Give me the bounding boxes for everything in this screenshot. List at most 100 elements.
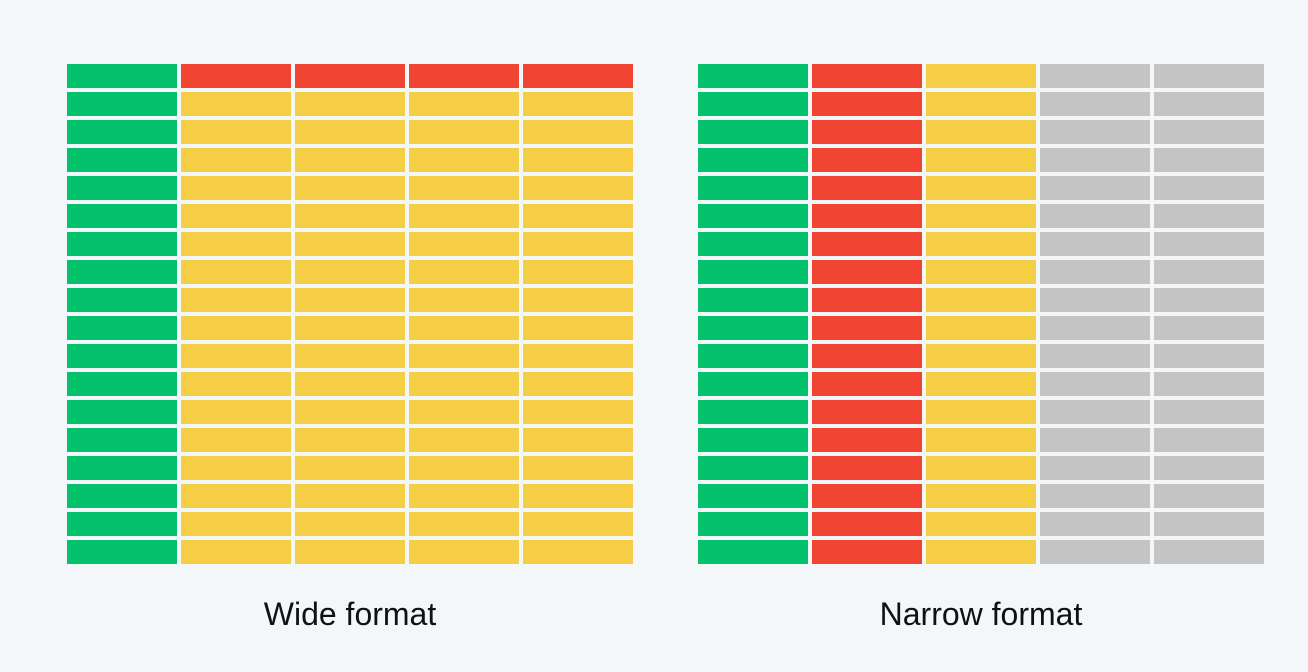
wide-cell-yellow — [523, 484, 633, 508]
narrow-cell-red — [812, 148, 922, 172]
narrow-cell-green — [698, 344, 808, 368]
wide-cell-yellow — [181, 372, 291, 396]
wide-cell-yellow — [295, 484, 405, 508]
wide-cell-green — [67, 540, 177, 564]
narrow-cell-green — [698, 512, 808, 536]
narrow-cell-yellow — [926, 512, 1036, 536]
wide-cell-yellow — [295, 540, 405, 564]
narrow-cell-green — [698, 232, 808, 256]
wide-cell-yellow — [409, 120, 519, 144]
narrow-cell-red — [812, 540, 922, 564]
narrow-cell-gray — [1154, 92, 1264, 116]
narrow-cell-yellow — [926, 148, 1036, 172]
wide-cell-yellow — [523, 232, 633, 256]
narrow-cell-gray — [1154, 64, 1264, 88]
wide-cell-yellow — [409, 428, 519, 452]
wide-cell-yellow — [181, 232, 291, 256]
wide-cell-yellow — [523, 120, 633, 144]
wide-cell-yellow — [409, 316, 519, 340]
narrow-cell-green — [698, 484, 808, 508]
wide-cell-yellow — [181, 344, 291, 368]
narrow-cell-green — [698, 400, 808, 424]
wide-cell-yellow — [181, 484, 291, 508]
wide-cell-yellow — [409, 232, 519, 256]
wide-cell-yellow — [523, 260, 633, 284]
narrow-cell-gray — [1040, 344, 1150, 368]
wide-cell-green — [67, 92, 177, 116]
narrow-cell-gray — [1154, 260, 1264, 284]
wide-format-caption: Wide format — [263, 596, 437, 632]
wide-cell-yellow — [295, 232, 405, 256]
wide-cell-yellow — [409, 512, 519, 536]
narrow-cell-green — [698, 64, 808, 88]
narrow-format-panel — [698, 64, 1264, 564]
wide-cell-yellow — [295, 260, 405, 284]
narrow-cell-gray — [1154, 120, 1264, 144]
narrow-cell-red — [812, 204, 922, 228]
wide-cell-green — [67, 344, 177, 368]
narrow-cell-gray — [1154, 232, 1264, 256]
narrow-cell-yellow — [926, 260, 1036, 284]
wide-cell-yellow — [181, 288, 291, 312]
narrow-cell-red — [812, 428, 922, 452]
wide-cell-yellow — [523, 540, 633, 564]
wide-cell-yellow — [523, 456, 633, 480]
wide-cell-yellow — [409, 400, 519, 424]
wide-cell-yellow — [295, 344, 405, 368]
wide-cell-yellow — [523, 204, 633, 228]
narrow-cell-red — [812, 120, 922, 144]
wide-cell-yellow — [181, 148, 291, 172]
wide-cell-yellow — [523, 512, 633, 536]
wide-cell-yellow — [523, 148, 633, 172]
narrow-cell-red — [812, 92, 922, 116]
narrow-format-grid — [698, 64, 1264, 564]
wide-cell-yellow — [295, 176, 405, 200]
wide-cell-yellow — [523, 428, 633, 452]
wide-cell-yellow — [409, 204, 519, 228]
narrow-cell-green — [698, 260, 808, 284]
wide-cell-green — [67, 456, 177, 480]
narrow-cell-yellow — [926, 372, 1036, 396]
narrow-cell-gray — [1040, 64, 1150, 88]
wide-cell-yellow — [181, 400, 291, 424]
narrow-cell-gray — [1040, 540, 1150, 564]
wide-cell-yellow — [295, 120, 405, 144]
wide-cell-yellow — [295, 456, 405, 480]
wide-cell-yellow — [181, 540, 291, 564]
narrow-cell-green — [698, 316, 808, 340]
narrow-cell-yellow — [926, 92, 1036, 116]
wide-cell-yellow — [409, 148, 519, 172]
narrow-cell-yellow — [926, 316, 1036, 340]
narrow-cell-gray — [1154, 148, 1264, 172]
narrow-cell-yellow — [926, 456, 1036, 480]
narrow-cell-gray — [1040, 316, 1150, 340]
narrow-cell-gray — [1040, 400, 1150, 424]
narrow-cell-gray — [1154, 204, 1264, 228]
wide-cell-yellow — [181, 428, 291, 452]
wide-cell-green — [67, 372, 177, 396]
narrow-cell-gray — [1040, 92, 1150, 116]
narrow-cell-gray — [1040, 288, 1150, 312]
wide-cell-yellow — [523, 316, 633, 340]
wide-cell-green — [67, 400, 177, 424]
wide-cell-yellow — [181, 120, 291, 144]
narrow-cell-red — [812, 456, 922, 480]
wide-cell-red — [181, 64, 291, 88]
narrow-cell-red — [812, 316, 922, 340]
narrow-cell-red — [812, 288, 922, 312]
wide-cell-yellow — [295, 400, 405, 424]
narrow-cell-gray — [1154, 540, 1264, 564]
wide-cell-green — [67, 120, 177, 144]
wide-cell-yellow — [523, 92, 633, 116]
narrow-cell-gray — [1040, 176, 1150, 200]
wide-cell-yellow — [523, 176, 633, 200]
narrow-cell-gray — [1154, 484, 1264, 508]
wide-cell-green — [67, 428, 177, 452]
narrow-cell-gray — [1154, 512, 1264, 536]
wide-cell-yellow — [181, 456, 291, 480]
wide-cell-yellow — [523, 372, 633, 396]
narrow-cell-gray — [1154, 456, 1264, 480]
wide-cell-yellow — [181, 260, 291, 284]
wide-cell-yellow — [181, 176, 291, 200]
narrow-cell-gray — [1154, 344, 1264, 368]
